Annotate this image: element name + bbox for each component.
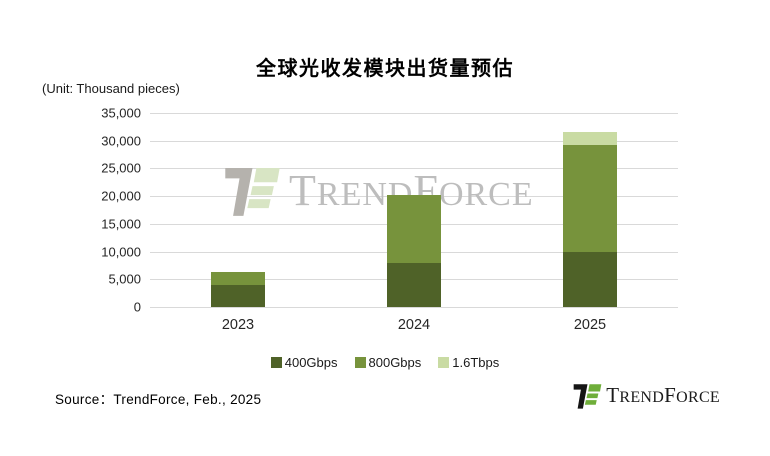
stacked-bar-2025 — [563, 113, 617, 307]
gridline — [150, 168, 678, 170]
bar-segment-2024-800Gbps — [387, 195, 441, 263]
y-tick-label: 20,000 — [101, 188, 141, 204]
bar-slot-2023 — [150, 113, 326, 307]
legend-item-1.6Tbps: 1.6Tbps — [438, 355, 499, 370]
y-tick-label: 5,000 — [108, 271, 141, 287]
y-tick-label: 10,000 — [101, 244, 141, 260]
y-axis: 0 5,000 10,000 15,000 20,000 25,000 30,000 35,0… — [40, 106, 141, 315]
legend-label: 400Gbps — [284, 355, 338, 370]
x-tick-label-2025: 2025 — [573, 317, 607, 333]
legend-item-800Gbps: 800Gbps — [354, 355, 422, 370]
legend-label: 1.6Tbps — [452, 355, 500, 370]
bar-slot-2025 — [502, 113, 678, 307]
trendforce-logo: TRENDFORCE — [573, 382, 720, 409]
gridline — [150, 140, 678, 142]
legend: 400Gbps 800Gbps 1.6Tbps — [0, 355, 770, 370]
bar-segment-2023-400Gbps — [211, 284, 265, 307]
bar-segment-2025-400Gbps — [563, 251, 617, 307]
legend-swatch-icon — [354, 357, 366, 368]
x-tick-label-2024: 2024 — [397, 317, 431, 333]
y-tick-label: 25,000 — [101, 160, 141, 176]
source-note: Source：TrendForce, Feb., 2025 — [55, 392, 262, 407]
gridline — [150, 307, 678, 308]
legend-swatch-icon — [438, 357, 450, 368]
bar-segment-2023-800Gbps — [211, 272, 265, 285]
bar-segment-2024-400Gbps — [387, 262, 441, 307]
stacked-bar-2024 — [387, 113, 441, 307]
legend-item-400Gbps: 400Gbps — [270, 355, 338, 370]
x-tick-label-2023: 2023 — [221, 317, 255, 333]
chart-title: 全球光收发模块出货量预估 — [256, 58, 514, 80]
trendforce-logo-mark-icon — [573, 384, 602, 409]
stacked-bar-2023 — [211, 113, 265, 307]
bar-segment-2025-1.6Tbps — [563, 131, 617, 146]
legend-swatch-icon — [270, 357, 282, 368]
x-axis: 2023 2024 2025 — [150, 317, 678, 333]
plot-area — [150, 113, 678, 307]
bar-slot-2024 — [326, 113, 502, 307]
legend-label: 800Gbps — [368, 355, 422, 370]
unit-label: (Unit: Thousand pieces) — [42, 81, 180, 96]
gridline — [150, 113, 678, 114]
y-tick-label: 35,000 — [101, 105, 141, 121]
logo-brand-text: TRENDFORCE — [606, 383, 720, 407]
bar-segment-2025-800Gbps — [563, 145, 617, 252]
y-tick-label: 0 — [133, 299, 141, 315]
y-tick-label: 30,000 — [101, 133, 141, 149]
trendforce-watermark-mark-icon — [225, 167, 280, 216]
y-tick-label: 15,000 — [101, 216, 141, 232]
